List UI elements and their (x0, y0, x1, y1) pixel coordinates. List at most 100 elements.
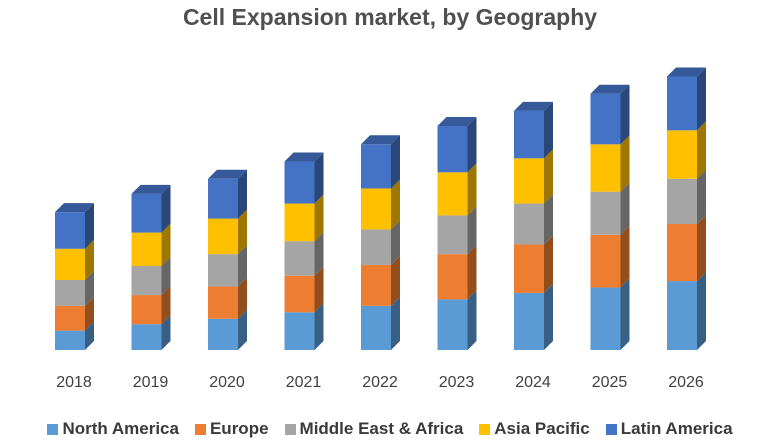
bar-top-2026 (667, 67, 706, 77)
legend-swatch (47, 423, 59, 435)
bar-side-2020-middle-east-africa (238, 245, 247, 287)
bar-side-2026-latin-america (697, 67, 706, 131)
bar-top-2023 (437, 117, 477, 126)
bar-side-2025-north-america (620, 278, 630, 350)
bar-2022-middle-east-africa (361, 229, 391, 265)
legend-label: Europe (209, 419, 269, 438)
bar-side-2023-europe (467, 245, 477, 300)
bar-side-2018-asia-pacific (85, 239, 94, 280)
bar-2020-europe (208, 286, 238, 319)
bar-2024-latin-america (514, 110, 544, 159)
bar-2022-europe (361, 264, 391, 306)
legend-label: Middle East & Africa (299, 419, 464, 438)
bar-2019-europe (131, 295, 162, 325)
bar-2020-middle-east-africa (208, 254, 238, 287)
legend-item: Europe (194, 419, 269, 439)
legend-label: Latin America (620, 419, 733, 438)
bar-side-2026-middle-east-africa (697, 169, 706, 224)
bar-side-2026-north-america (697, 272, 706, 350)
bar-2021-europe (284, 275, 315, 313)
bar-2020-asia-pacific (208, 218, 238, 255)
bar-side-2018-europe (85, 296, 94, 331)
bar-2026-latin-america (667, 76, 697, 131)
bar-side-2018-north-america (85, 321, 94, 350)
bar-side-2021-middle-east-africa (314, 232, 324, 276)
bar-side-2023-asia-pacific (467, 163, 477, 216)
bar-side-2022-middle-east-africa (391, 220, 400, 265)
chart-title: Cell Expansion market, by Geography (182, 4, 598, 30)
bar-side-2024-latin-america (544, 101, 553, 159)
bar-side-2023-latin-america (467, 117, 477, 173)
x-tick-label-2019: 2019 (133, 374, 169, 391)
bar-2019-latin-america (131, 193, 162, 233)
x-tick-label-2022: 2022 (362, 374, 398, 391)
bar-side-2025-middle-east-africa (620, 182, 630, 235)
legend-item: Middle East & Africa (284, 419, 464, 439)
bar-2019-north-america (131, 324, 162, 350)
legend-label: North America (62, 419, 179, 438)
bar-side-2022-latin-america (391, 135, 400, 189)
bar-side-2019-middle-east-africa (161, 257, 171, 296)
bar-2018-europe (55, 305, 85, 331)
bar-side-2024-north-america (544, 283, 553, 350)
bar-side-2026-asia-pacific (697, 121, 706, 179)
bar-side-2026-europe (697, 215, 706, 282)
bar-2021-middle-east-africa (284, 241, 315, 276)
bar-2025-middle-east-africa (590, 191, 621, 235)
bar-side-2021-europe (314, 266, 324, 313)
x-tick-label-2024: 2024 (515, 374, 551, 391)
x-tick-label-2021: 2021 (286, 374, 322, 391)
bar-2018-asia-pacific (55, 248, 85, 280)
bar-2024-middle-east-africa (514, 203, 544, 245)
bar-side-2022-europe (391, 255, 400, 306)
bar-side-2024-middle-east-africa (544, 194, 553, 245)
x-tick-label-2026: 2026 (668, 374, 704, 391)
bar-top-2025 (590, 84, 630, 94)
bar-2019-middle-east-africa (131, 266, 162, 296)
bar-2021-asia-pacific (284, 203, 315, 242)
bar-top-2021 (284, 152, 324, 162)
bar-side-2020-asia-pacific (238, 209, 247, 255)
bar-side-2021-asia-pacific (314, 194, 324, 242)
bar-side-2023-north-america (467, 290, 477, 350)
bar-2022-north-america (361, 305, 391, 350)
bar-top-2020 (208, 169, 247, 179)
x-tick-label-2018: 2018 (56, 374, 92, 391)
bar-side-2020-europe (238, 277, 247, 319)
bar-side-2022-north-america (391, 296, 400, 350)
bar-2026-europe (667, 224, 697, 282)
bar-side-2018-latin-america (85, 203, 94, 249)
bar-side-2019-latin-america (161, 184, 171, 233)
bar-top-2022 (361, 135, 400, 145)
bar-side-2021-latin-america (314, 152, 324, 204)
bar-2026-asia-pacific (667, 130, 697, 179)
bar-2025-latin-america (590, 93, 621, 145)
bar-side-2021-north-america (314, 303, 324, 350)
bar-2020-latin-america (208, 178, 238, 219)
bar-2022-latin-america (361, 144, 391, 189)
legend-label: Asia Pacific (494, 419, 590, 438)
bar-2025-north-america (590, 287, 621, 350)
bar-side-2020-north-america (238, 309, 247, 350)
legend-item: Asia Pacific (479, 419, 590, 439)
bar-side-2025-latin-america (620, 84, 630, 145)
bar-2023-north-america (437, 299, 468, 350)
bar-top-2024 (514, 101, 553, 111)
bar-side-2025-europe (620, 225, 630, 288)
bar-top-2018 (55, 203, 94, 213)
legend-swatch (194, 423, 206, 435)
bar-2018-latin-america (55, 212, 85, 249)
bar-side-2023-middle-east-africa (467, 206, 477, 255)
bar-side-2018-middle-east-africa (85, 271, 94, 306)
bar-2026-middle-east-africa (667, 178, 697, 224)
bar-2025-europe (590, 234, 621, 288)
chart-legend: North America Europe Middle East & Africa A… (0, 419, 780, 439)
bar-side-2024-europe (544, 235, 553, 293)
bar-side-2020-latin-america (238, 169, 247, 219)
bar-2021-latin-america (284, 161, 315, 204)
bar-2026-north-america (667, 281, 697, 350)
bar-2018-north-america (55, 330, 85, 350)
bar-2018-middle-east-africa (55, 280, 85, 306)
legend-swatch (605, 423, 617, 435)
